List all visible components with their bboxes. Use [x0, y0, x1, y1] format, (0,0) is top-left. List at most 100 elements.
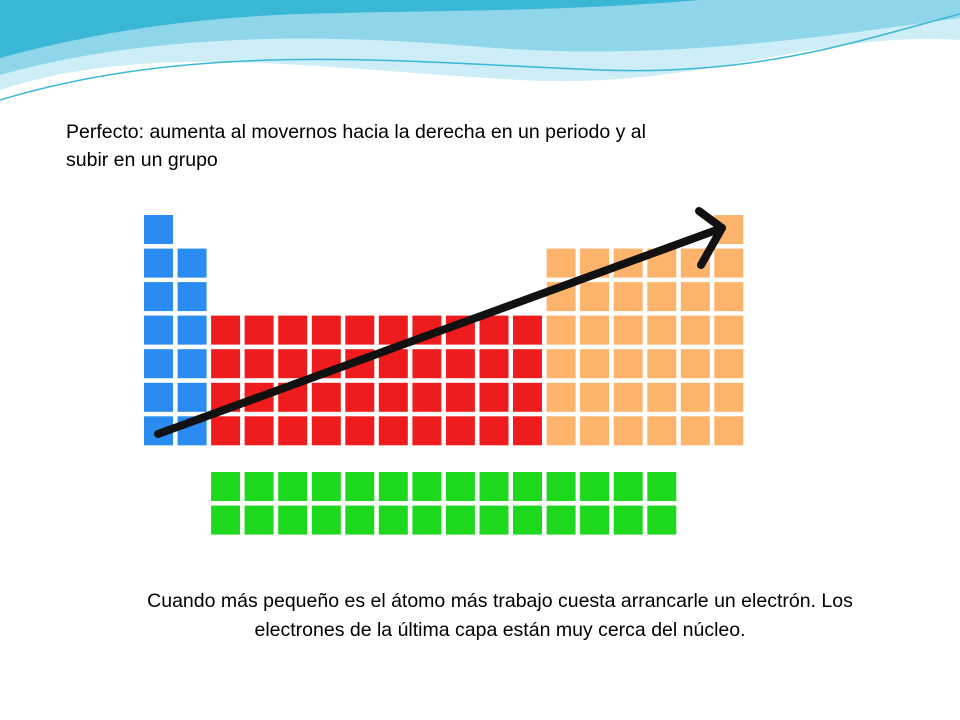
- periodic-table-cells: [144, 215, 744, 535]
- p-block-cell: [580, 382, 610, 412]
- f-block-cell: [278, 505, 308, 535]
- f-block-cell: [479, 505, 509, 535]
- s-block-cell: [144, 382, 173, 412]
- s-block-cell: [144, 315, 173, 345]
- f-block-cell: [647, 472, 677, 501]
- d-block-cell: [211, 315, 241, 345]
- p-block-cell: [680, 416, 710, 446]
- d-block-cell: [278, 315, 308, 345]
- p-block-cell: [546, 315, 576, 345]
- trend-arrow-shaft: [154, 224, 726, 438]
- d-block-cell: [513, 349, 542, 379]
- p-block-cell: [647, 349, 677, 379]
- f-block-cell: [513, 472, 542, 501]
- s-block-cell: [177, 282, 207, 312]
- d-block-cell: [445, 349, 475, 379]
- s-block-cell: [144, 248, 173, 278]
- d-block-cell: [311, 382, 341, 412]
- s-block-cell: [177, 248, 207, 278]
- d-block-cell: [479, 349, 509, 379]
- p-block-cell: [680, 382, 710, 412]
- d-block-cell: [211, 349, 241, 379]
- f-block-cell: [378, 472, 408, 501]
- f-block-cell: [580, 472, 610, 501]
- f-block-cell: [513, 505, 542, 535]
- d-block-cell: [378, 315, 408, 345]
- p-block-cell: [546, 416, 576, 446]
- p-block-cell: [647, 382, 677, 412]
- f-block-cell: [412, 472, 442, 501]
- f-block-cell: [244, 472, 274, 501]
- f-block-cell: [647, 505, 677, 535]
- d-block-cell: [244, 349, 274, 379]
- d-block-cell: [412, 382, 442, 412]
- p-block-cell: [613, 315, 643, 345]
- p-block-cell: [714, 315, 744, 345]
- d-block-cell: [479, 416, 509, 446]
- s-block-cell: [177, 349, 207, 379]
- d-block-cell: [445, 416, 475, 446]
- p-block-cell: [580, 416, 610, 446]
- d-block-cell: [513, 315, 542, 345]
- f-block-cell: [345, 472, 375, 501]
- f-block-cell: [211, 472, 241, 501]
- p-block-cell: [714, 282, 744, 312]
- p-block-cell: [613, 416, 643, 446]
- d-block-cell: [513, 382, 542, 412]
- d-block-cell: [211, 416, 241, 446]
- f-block-cell: [445, 505, 475, 535]
- d-block-cell: [345, 382, 375, 412]
- s-block-cell: [177, 315, 207, 345]
- d-block-cell: [412, 349, 442, 379]
- f-block-cell: [378, 505, 408, 535]
- f-block-cell: [613, 505, 643, 535]
- f-block-cell: [445, 472, 475, 501]
- p-block-cell: [647, 416, 677, 446]
- slide-title: Perfecto: aumenta al movernos hacia la d…: [66, 121, 646, 171]
- d-block-cell: [412, 416, 442, 446]
- wave-dark-band: [0, 0, 700, 58]
- wave-mid-band: [0, 0, 960, 75]
- trend-arrow-head: [695, 207, 726, 269]
- d-block-cell: [378, 382, 408, 412]
- slide-caption: Cuando más pequeño es el átomo más traba…: [147, 590, 853, 641]
- d-block-cell: [311, 315, 341, 345]
- p-block-cell: [613, 382, 643, 412]
- d-block-cell: [513, 416, 542, 446]
- p-block-cell: [714, 349, 744, 379]
- d-block-cell: [244, 416, 274, 446]
- p-block-cell: [714, 416, 744, 446]
- d-block-cell: [345, 416, 375, 446]
- d-block-cell: [311, 416, 341, 446]
- f-block-cell: [311, 505, 341, 535]
- f-block-cell: [613, 472, 643, 501]
- d-block-cell: [479, 315, 509, 345]
- d-block-cell: [278, 349, 308, 379]
- s-block-cell: [144, 215, 173, 244]
- d-block-cell: [345, 315, 375, 345]
- d-block-cell: [244, 315, 274, 345]
- wave-line: [0, 13, 960, 101]
- f-block-cell: [412, 505, 442, 535]
- p-block-cell: [680, 349, 710, 379]
- p-block-cell: [613, 282, 643, 312]
- f-block-cell: [580, 505, 610, 535]
- p-block-cell: [580, 349, 610, 379]
- f-block-cell: [278, 472, 308, 501]
- p-block-cell: [647, 282, 677, 312]
- p-block-cell: [680, 315, 710, 345]
- d-block-cell: [479, 382, 509, 412]
- header-wave-decoration: [0, 0, 960, 101]
- f-block-cell: [345, 505, 375, 535]
- d-block-cell: [278, 416, 308, 446]
- p-block-cell: [613, 349, 643, 379]
- p-block-cell: [647, 315, 677, 345]
- p-block-cell: [546, 248, 576, 278]
- p-block-cell: [680, 282, 710, 312]
- p-block-cell: [714, 382, 744, 412]
- f-block-cell: [211, 505, 241, 535]
- d-block-cell: [378, 416, 408, 446]
- s-block-cell: [144, 349, 173, 379]
